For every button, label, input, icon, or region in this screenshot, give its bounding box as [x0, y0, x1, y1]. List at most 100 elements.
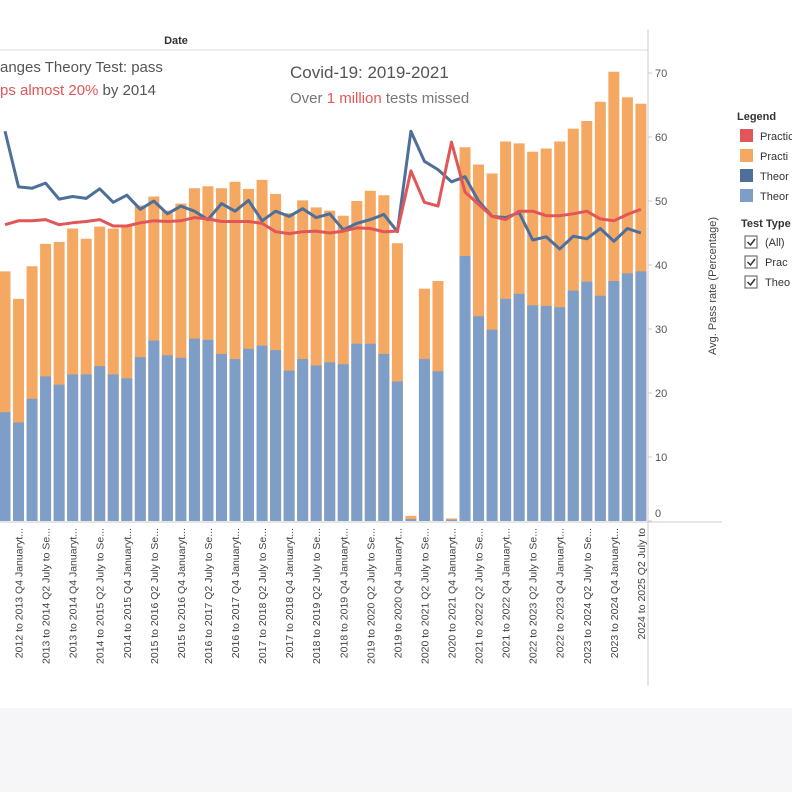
annotation-text: anges Theory Test: pass: [0, 59, 163, 76]
y-axis-title: Avg. Pass rate (Percentage): [707, 217, 719, 355]
check-mark: [746, 238, 756, 247]
checkbox[interactable]: [744, 235, 758, 249]
x-axis-title: Date: [164, 35, 188, 47]
check-mark: [746, 278, 756, 287]
x-tick-label: 2015 to 2016 Q2 July to Se...: [149, 528, 161, 664]
bar: [121, 378, 133, 521]
y-tick-label: 0: [655, 508, 661, 520]
x-tick-label: 2020 to 2021 Q2 July to Se...: [419, 528, 431, 664]
bar: [337, 364, 349, 521]
annotation-text: Over: [290, 90, 327, 107]
legend-swatch: [740, 129, 753, 142]
bar: [554, 307, 566, 521]
bar: [80, 374, 92, 521]
x-tick-label: 2020 to 2021 Q4 Januaryt...: [446, 528, 458, 658]
annotation: Over 1 million tests missed: [290, 90, 469, 107]
bar: [391, 381, 403, 521]
bar: [134, 357, 146, 521]
bar: [513, 293, 525, 521]
x-tick-label: 2013 to 2014 Q4 Januaryt...: [68, 528, 80, 658]
annotation-text: tests missed: [382, 90, 470, 107]
legend-label: Practic: [760, 131, 792, 143]
bar: [635, 271, 647, 521]
x-tick-label: 2017 to 2018 Q4 Januaryt...: [284, 528, 296, 658]
annotation: ps almost 20% by 2014: [0, 82, 156, 99]
x-tick-label: 2019 to 2020 Q2 July to Se...: [365, 528, 377, 664]
x-tick-label: 2016 to 2017 Q2 July to Se...: [203, 528, 215, 664]
bar: [405, 519, 417, 521]
bar: [297, 359, 309, 521]
x-tick-label: 2024 to 2025 Q2 July to: [636, 528, 648, 640]
bar: [188, 338, 200, 521]
x-tick-label: 2014 to 2015 Q2 July to Se...: [95, 528, 107, 664]
x-tick-label: 2022 to 2023 Q4 Januaryt...: [555, 528, 567, 658]
x-tick-label: 2023 to 2024 Q2 July to Se...: [582, 528, 594, 664]
bar: [567, 290, 579, 521]
bar: [621, 273, 633, 521]
bar: [53, 384, 65, 521]
y-tick-label: 20: [655, 388, 667, 400]
x-tick-label: 2023 to 2024 Q4 Januaryt...: [609, 528, 621, 658]
bar: [0, 271, 11, 521]
bar: [53, 241, 65, 521]
legend-title: Legend: [737, 111, 776, 123]
legend-swatch: [740, 169, 753, 182]
bar: [26, 266, 38, 521]
x-tick-label: 2016 to 2017 Q4 Januaryt...: [230, 528, 242, 658]
filter-title: Test Type: [741, 218, 791, 230]
line: [4, 140, 642, 236]
bar: [229, 359, 241, 521]
bar: [229, 181, 241, 522]
x-tick-label: 2015 to 2016 Q4 Januaryt...: [176, 528, 188, 658]
bar: [364, 343, 376, 521]
x-tick-label: 2018 to 2019 Q2 July to Se...: [311, 528, 323, 664]
bar: [405, 515, 417, 521]
bar: [310, 365, 322, 521]
annotation-text: by 2014: [98, 82, 156, 99]
bar: [459, 256, 471, 521]
bar: [0, 412, 11, 521]
bar: [13, 298, 25, 521]
annotation-text: 1 million: [327, 90, 382, 107]
bar: [581, 281, 593, 521]
bar: [473, 316, 485, 521]
legend-swatch: [740, 149, 753, 162]
annotation: anges Theory Test: pass: [0, 59, 163, 76]
legend-label: Theor: [760, 191, 789, 203]
x-tick-label: 2014 to 2015 Q4 Januaryt...: [122, 528, 134, 658]
annotation: Covid-19: 2019-2021: [290, 63, 449, 82]
bar: [107, 374, 119, 521]
y-tick-label: 10: [655, 452, 667, 464]
bar: [94, 366, 106, 521]
bar: [283, 213, 295, 521]
filter-item: Theo: [765, 277, 790, 289]
annotation-text: ps almost 20%: [0, 82, 98, 99]
bar: [594, 295, 606, 521]
bar: [121, 224, 133, 521]
x-tick-label: 2021 to 2022 Q4 Januaryt...: [501, 528, 513, 658]
filter-item: (All): [765, 237, 785, 249]
bar: [351, 343, 363, 521]
bar: [527, 305, 539, 521]
bar: [486, 329, 498, 521]
x-tick-label: 2022 to 2023 Q2 July to Se...: [528, 528, 540, 664]
bar: [215, 353, 227, 521]
checkbox[interactable]: [744, 275, 758, 289]
bar: [26, 398, 38, 521]
bar: [175, 357, 187, 521]
x-tick-label: 2013 to 2014 Q2 July to Se...: [41, 528, 53, 664]
y-tick-label: 40: [655, 260, 667, 272]
x-tick-label: 2019 to 2020 Q4 Januaryt...: [392, 528, 404, 658]
filter-item: Prac: [765, 257, 788, 269]
bar: [324, 362, 336, 521]
check-mark: [746, 258, 756, 267]
y-tick-label: 60: [655, 132, 667, 144]
bar: [243, 348, 255, 521]
x-tick-label: 2012 to 2013 Q4 Januaryt...: [14, 528, 26, 658]
y-tick-label: 50: [655, 196, 667, 208]
bar: [256, 345, 268, 521]
footer-area: [0, 708, 792, 792]
bar: [540, 305, 552, 521]
bar: [13, 422, 25, 521]
checkbox[interactable]: [744, 255, 758, 269]
